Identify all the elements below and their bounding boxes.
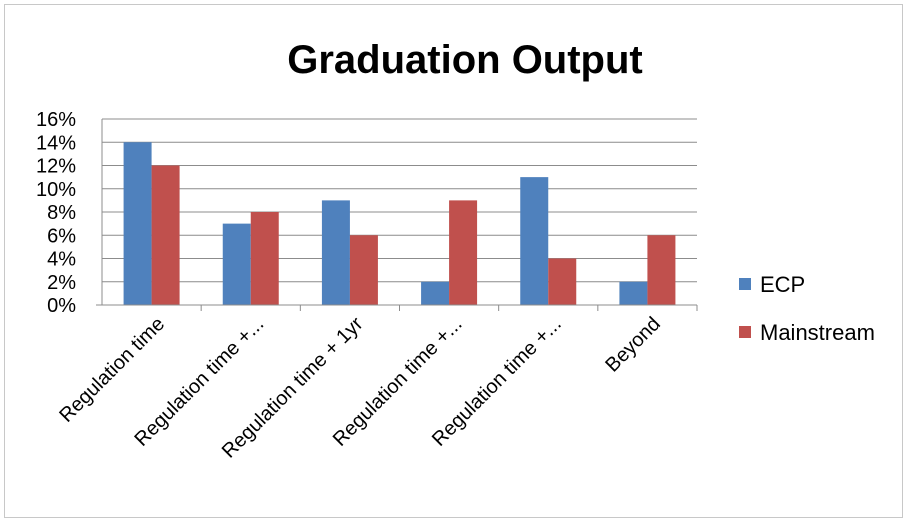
bar-ecp [421,281,450,305]
legend-swatch-ecp [739,278,751,290]
y-axis-ticks: 0%2%4%6%8%10%12%14%16% [36,109,76,317]
axes [96,119,698,311]
bar-mainstream [647,235,676,305]
bar-mainstream [548,258,577,305]
bar-mainstream [349,235,378,305]
chart-title: Graduation Output [287,38,643,82]
bar-mainstream [449,200,478,305]
y-tick-label: 2% [47,272,76,294]
y-tick-label: 16% [36,109,76,131]
bar-ecp [123,142,152,305]
y-tick-label: 0% [47,295,76,317]
y-tick-label: 12% [36,156,76,178]
y-tick-label: 14% [36,132,76,154]
y-tick-label: 10% [36,179,76,201]
y-tick-label: 8% [47,202,76,224]
bar-ecp [619,281,648,305]
gridlines [102,118,697,283]
bar-ecp [520,177,549,305]
y-tick-label: 4% [47,249,76,271]
bar-ecp [321,200,350,305]
legend-label-mainstream: Mainstream [760,320,875,345]
x-tick-label: Beyond [601,313,665,377]
y-tick-label: 6% [47,225,76,247]
bars [123,142,676,305]
bar-mainstream [151,165,180,305]
legend-swatch-mainstream [739,326,751,338]
legend: ECP Mainstream [739,272,875,345]
bar-ecp [222,223,251,305]
legend-label-ecp: ECP [760,272,805,297]
bar-mainstream [250,212,279,305]
x-tick-label: Regulation time [55,313,169,427]
